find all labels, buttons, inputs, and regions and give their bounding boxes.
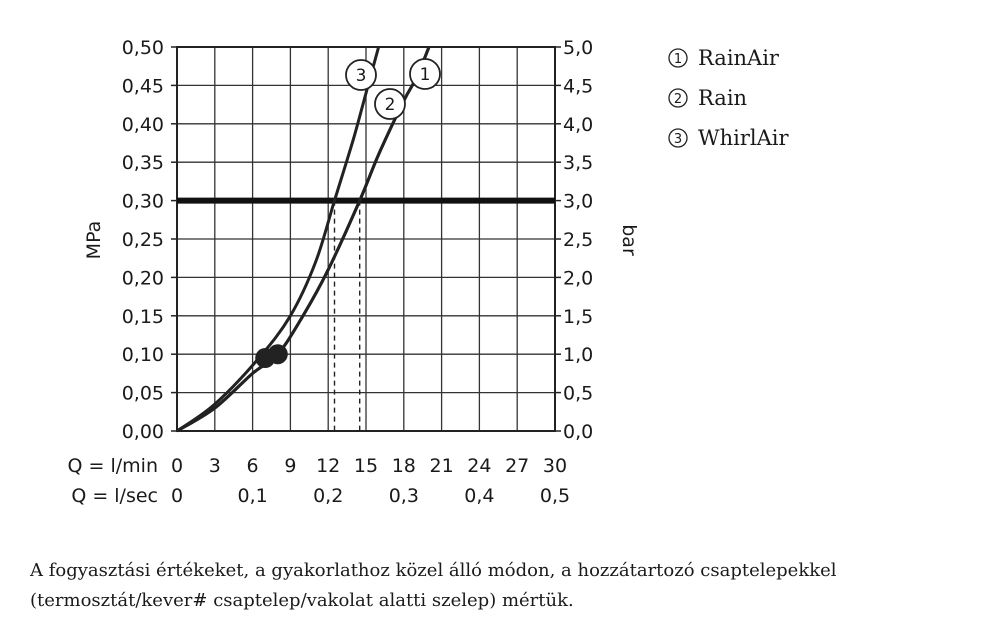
badge-label-rain: 2	[385, 95, 396, 115]
badge-label-rainair: 1	[420, 65, 431, 85]
x-lmin-tick-label: 30	[543, 455, 567, 477]
y-right-tick-label: 3,5	[563, 152, 593, 174]
x-lsec-tick-label: 0,2	[313, 485, 343, 507]
y-left-tick-label: 0,30	[122, 191, 164, 213]
x-lmin-tick-label: 9	[284, 455, 296, 477]
x-lsec-tick-label: 0,4	[464, 485, 494, 507]
y-right-tick-label: 2,0	[563, 267, 593, 289]
footnote-line-1: A fogyasztási értékeket, a gyakorlathoz …	[30, 560, 837, 581]
y-left-tick-label: 0,35	[122, 152, 164, 174]
x-lmin-axis-title: Q = l/min	[68, 455, 158, 477]
x-lmin-tick-label: 6	[247, 455, 259, 477]
x-lsec-axis-title: Q = l/sec	[71, 485, 158, 507]
y-left-tick-label: 0,05	[122, 383, 164, 405]
y-left-tick-label: 0,50	[122, 37, 164, 59]
y-right-tick-label: 3,0	[563, 191, 593, 213]
badge-rainair	[409, 58, 441, 90]
x-lmin-tick-label: 27	[505, 455, 529, 477]
flow-pressure-chart: 0,000,050,100,150,200,250,300,350,400,45…	[68, 37, 790, 507]
y-right-axis-title: bar	[618, 224, 640, 256]
y-right-tick-label: 5,0	[563, 37, 593, 59]
legend-badge-number: 2	[674, 92, 682, 107]
badge-label-whirlair: 3	[356, 66, 367, 86]
y-left-tick-label: 0,40	[122, 114, 164, 136]
x-lsec-tick-label: 0	[171, 485, 183, 507]
x-lmin-tick-label: 18	[392, 455, 416, 477]
y-left-tick-label: 0,15	[122, 306, 164, 328]
footnote-line-2: (termosztát/kever# csaptelep/vakolat ala…	[30, 590, 574, 611]
y-left-axis-title: MPa	[83, 221, 105, 260]
y-right-tick-label: 0,0	[563, 421, 593, 443]
y-right-tick-label: 4,5	[563, 75, 593, 97]
badge-whirlair	[345, 59, 377, 91]
x-lmin-tick-label: 12	[316, 455, 340, 477]
x-lsec-tick-label: 0,5	[540, 485, 570, 507]
y-right-tick-label: 4,0	[563, 114, 593, 136]
y-right-tick-label: 1,0	[563, 344, 593, 366]
tick-labels: 0,000,050,100,150,200,250,300,350,400,45…	[68, 37, 594, 507]
x-lsec-tick-label: 0,3	[389, 485, 419, 507]
y-left-tick-label: 0,25	[122, 229, 164, 251]
legend-item-whirlair: WhirlAir	[698, 126, 789, 150]
badge-rain	[374, 88, 406, 120]
y-right-tick-label: 2,5	[563, 229, 593, 251]
x-lmin-tick-label: 24	[467, 455, 491, 477]
curve-badges: 1 23	[345, 58, 441, 120]
x-lmin-tick-label: 3	[209, 455, 221, 477]
curve-whirlair	[176, 46, 381, 433]
legend-item-rain: Rain	[698, 86, 747, 110]
legend-badge-number: 1	[674, 52, 682, 67]
x-lmin-tick-label: 15	[354, 455, 378, 477]
grid	[171, 46, 561, 432]
legend-badge-rainair	[668, 48, 688, 68]
curve-rain	[176, 46, 431, 433]
x-lsec-tick-label: 0,1	[237, 485, 267, 507]
x-lmin-tick-label: 21	[430, 455, 454, 477]
y-right-tick-label: 0,5	[563, 383, 593, 405]
legend: 1 RainAir 2 Rain 3 WhirlAir	[668, 46, 789, 150]
legend-badge-number: 3	[674, 132, 682, 147]
start-point-dot	[267, 344, 288, 365]
x-lmin-tick-label: 0	[171, 455, 183, 477]
y-left-tick-label: 0,00	[122, 421, 164, 443]
y-right-tick-label: 1,5	[563, 306, 593, 328]
curves	[176, 46, 555, 433]
y-left-tick-label: 0,45	[122, 75, 164, 97]
legend-badge-whirlair	[668, 128, 688, 148]
plot-frame	[176, 46, 556, 432]
legend-badge-rain	[668, 88, 688, 108]
y-left-tick-label: 0,20	[122, 267, 164, 289]
footnote: A fogyasztási értékeket, a gyakorlathoz …	[30, 556, 960, 616]
legend-item-rainair: RainAir	[698, 46, 780, 70]
y-left-tick-label: 0,10	[122, 344, 164, 366]
